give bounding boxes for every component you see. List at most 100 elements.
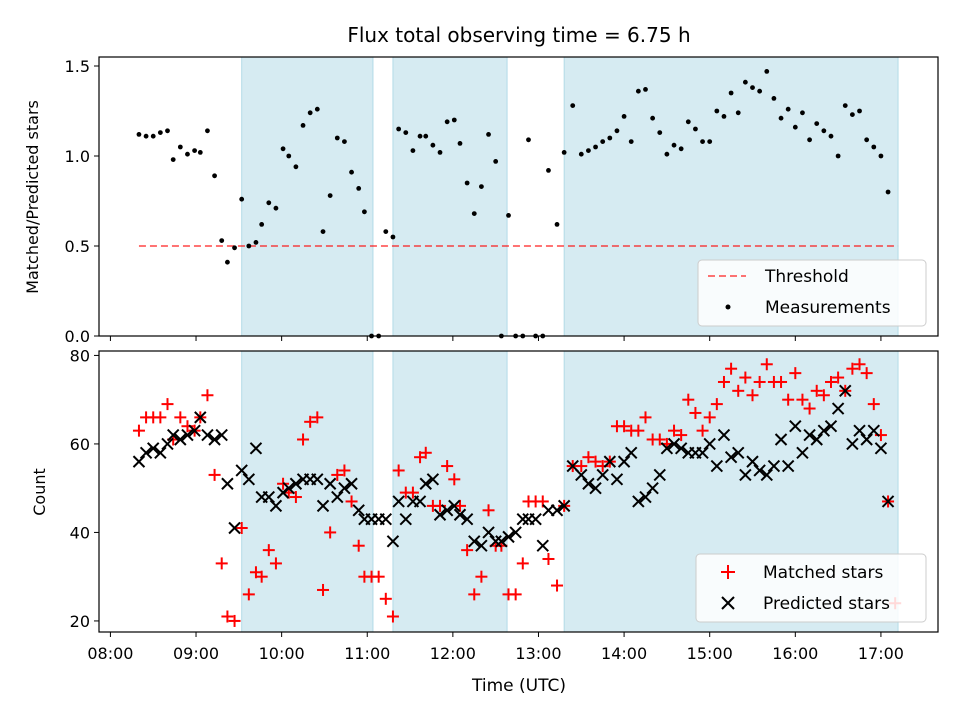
bottom-axes-frame [98, 350, 939, 633]
matched-point [689, 406, 702, 419]
matched-point [221, 610, 234, 623]
predicted-point [323, 477, 337, 490]
measurement-point [464, 180, 470, 186]
predicted-point [596, 468, 609, 482]
xtick-label: 09:00 [173, 644, 219, 663]
measurement-point [403, 130, 409, 136]
matched-point [867, 398, 880, 411]
predicted-point [646, 481, 659, 495]
measurement-point [849, 112, 855, 117]
measurement-point [821, 128, 827, 134]
shaded-interval-1 [241, 56, 374, 337]
matched-point [542, 552, 555, 565]
predicted-point [460, 512, 474, 526]
matched-point [746, 389, 759, 402]
matched-point [174, 411, 187, 424]
predicted-point [732, 446, 745, 459]
matched-point [817, 389, 830, 402]
measurement-point [628, 139, 634, 145]
measurement-point [757, 88, 763, 94]
matched-point [379, 592, 392, 605]
measurement-point [327, 193, 333, 199]
legend-predicted-label: Predicted stars [763, 594, 890, 614]
measurement-point [657, 130, 663, 136]
measurement-point [570, 103, 576, 108]
predicted-point [625, 446, 638, 459]
predicted-point [653, 468, 666, 482]
measurement-point [266, 200, 272, 206]
xtick-label: 15:00 [687, 644, 733, 663]
measurement-point [471, 211, 477, 217]
top-panel: 0.0 0.5 1.0 1.5 Matched/Predicted stars Thr… [23, 56, 939, 346]
measurement-point [457, 141, 463, 146]
predicted-point [529, 512, 542, 526]
measurement-point [506, 213, 511, 218]
matched-point [453, 499, 466, 512]
predicted-point [557, 499, 571, 513]
legend-measurements-label: Measurements [765, 298, 891, 318]
matched-point [406, 486, 419, 499]
predicted-point [746, 455, 759, 468]
predicted-point [660, 442, 674, 455]
predicted-point [399, 512, 412, 526]
matched-point [475, 570, 488, 583]
matched-point [803, 402, 816, 415]
measurement-point [286, 153, 292, 159]
predicted-point [132, 455, 146, 468]
measurement-point [320, 229, 326, 235]
measurement-point [423, 133, 429, 139]
matched-point [853, 358, 866, 371]
measurement-point [212, 173, 217, 179]
measurement-point [707, 139, 713, 145]
bottom-ytick-label: 20 [70, 612, 90, 631]
matched-point [441, 460, 454, 473]
predicted-point [846, 437, 859, 451]
matched-point [235, 522, 248, 535]
matched-point [782, 393, 795, 406]
top-ytick-label: 1.0 [65, 147, 90, 166]
measurement-point [192, 148, 198, 154]
predicted-point [249, 442, 263, 455]
predicted-point [154, 446, 167, 459]
predicted-point [345, 477, 358, 490]
x-axis-label: Time (UTC) [471, 676, 566, 696]
predicted-point [139, 446, 153, 459]
bottom-y-ticks: 20 40 60 80 [70, 346, 99, 631]
measurement-point [635, 88, 641, 94]
measurement-point [225, 259, 230, 265]
predicted-point [674, 442, 688, 455]
measurement-point [650, 115, 656, 121]
matched-point [289, 491, 302, 504]
matched-point [482, 504, 495, 517]
predicted-point [181, 428, 194, 442]
measurement-point [300, 123, 306, 128]
predicted-point [860, 433, 873, 446]
bottom-legend-box [695, 553, 927, 623]
predicted-point [739, 468, 752, 482]
measurement-point [239, 196, 245, 202]
predicted-point [147, 442, 160, 455]
predicted-point [509, 526, 522, 539]
matched-point [132, 424, 145, 437]
predicted-point [617, 455, 631, 468]
matched-point [262, 544, 275, 557]
measurement-point [871, 144, 877, 150]
measurement-point [721, 114, 727, 119]
matched-point [392, 464, 405, 477]
predicted-point [867, 424, 880, 437]
predicted-point [853, 424, 866, 437]
measurement-point [546, 168, 551, 173]
predicted-point [589, 481, 602, 495]
measurement-point [486, 132, 491, 137]
measurement-point [800, 110, 805, 116]
matched-point [675, 429, 688, 442]
measurement-point [342, 139, 347, 145]
top-y-ticks: 0.0 0.5 1.0 1.5 [65, 57, 99, 346]
legend-matched-swatch [721, 565, 735, 579]
legend-threshold-label: Threshold [764, 267, 849, 287]
predicted-point [839, 384, 852, 398]
bottom-ytick-label: 40 [70, 523, 90, 542]
predicted-point [208, 433, 221, 446]
matched-point [228, 614, 241, 627]
bottom-ytick-label: 60 [70, 435, 90, 454]
